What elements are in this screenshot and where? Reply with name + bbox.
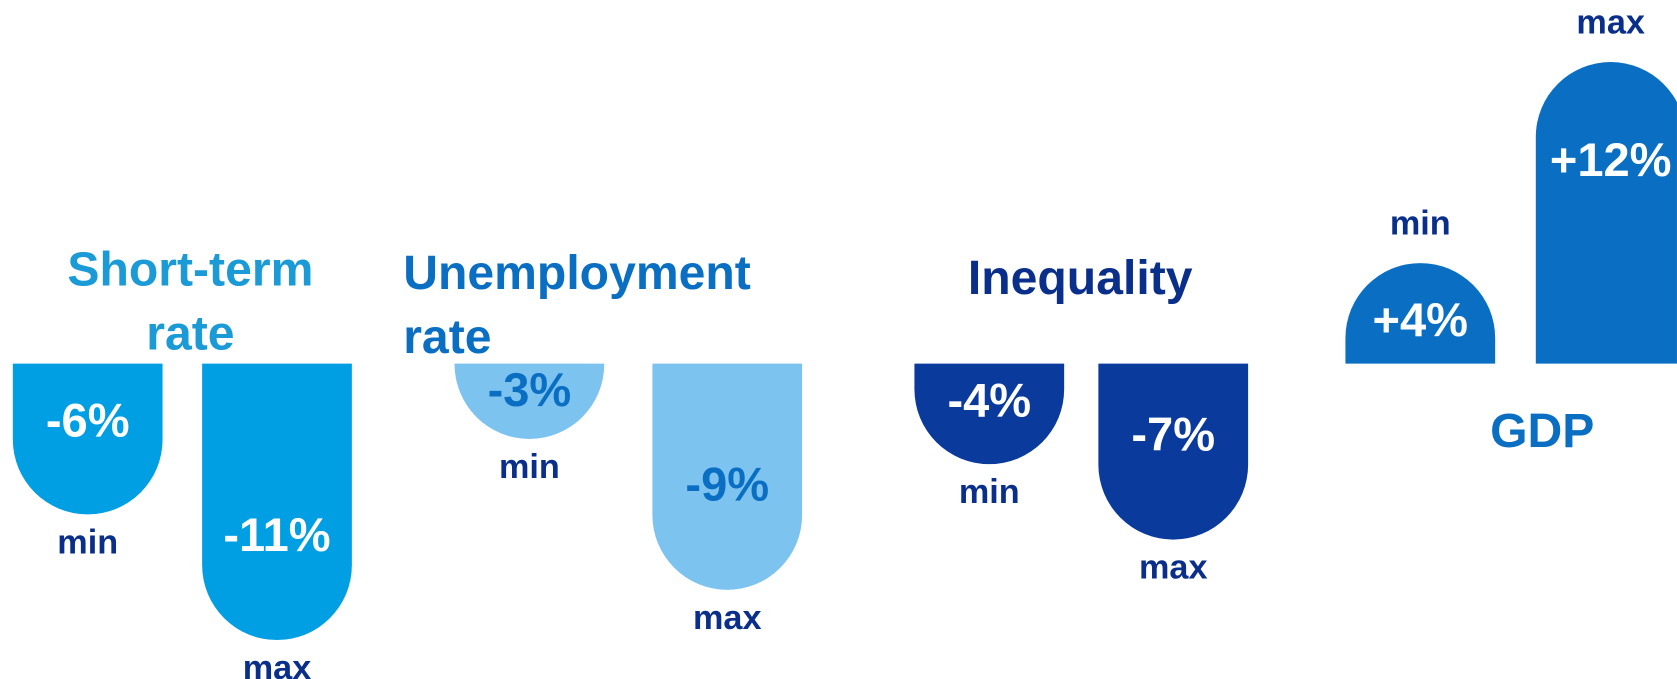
value-label: -11% — [223, 508, 330, 561]
value-label: -3% — [488, 363, 572, 416]
category-label: min — [959, 473, 1020, 511]
bar — [1345, 263, 1496, 364]
category-label: min — [1390, 205, 1451, 243]
bar — [202, 363, 352, 641]
value-label: -6% — [46, 393, 130, 446]
value-label: +12% — [1550, 133, 1672, 186]
bar — [454, 363, 605, 439]
group-title: Short-term rate — [67, 241, 314, 361]
category-label: max — [1576, 4, 1645, 42]
group-title: Inequality — [967, 250, 1193, 305]
category-label: max — [693, 599, 762, 637]
value-label: -9% — [685, 458, 769, 511]
bar — [12, 363, 163, 515]
bar — [914, 363, 1065, 465]
value-label: -7% — [1131, 407, 1215, 460]
category-label: max — [1139, 549, 1208, 587]
value-label: +4% — [1373, 293, 1468, 346]
group-title: Unemployment rate — [403, 244, 751, 364]
category-label: max — [243, 649, 312, 679]
category-label: min — [57, 523, 118, 561]
bar — [1098, 363, 1249, 540]
group-title: GDP — [1490, 403, 1595, 458]
category-label: min — [499, 448, 560, 486]
value-label: -4% — [947, 373, 1031, 426]
bar — [652, 363, 803, 590]
bar — [1535, 62, 1677, 364]
